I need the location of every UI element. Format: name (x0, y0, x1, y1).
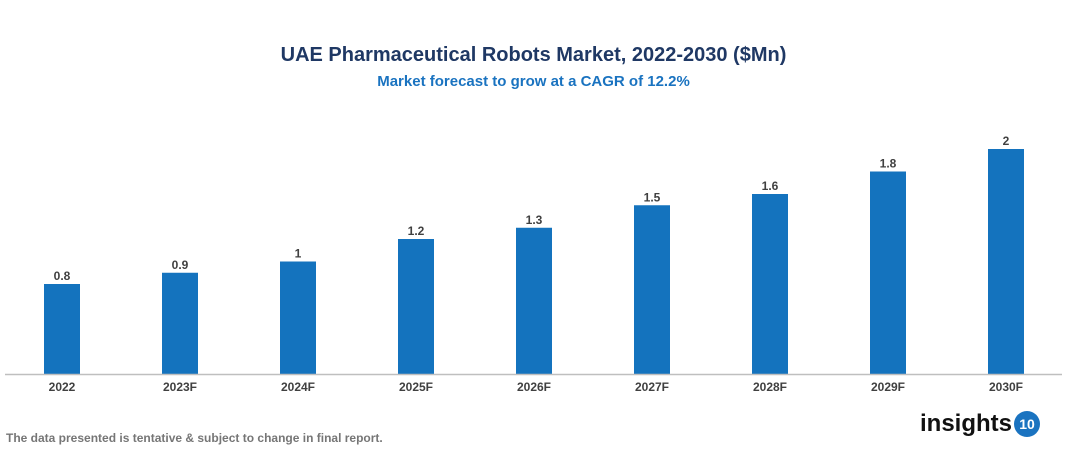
data-label: 0.9 (172, 258, 189, 272)
x-tick-label: 2029F (871, 380, 905, 394)
bar (398, 239, 434, 374)
bar (516, 227, 552, 374)
data-label: 0.8 (54, 269, 71, 283)
data-label: 1.5 (644, 190, 661, 204)
bar (988, 149, 1024, 374)
logo-text: insights (920, 410, 1013, 437)
chart-title: UAE Pharmaceutical Robots Market, 2022-2… (280, 44, 787, 66)
data-label: 1.6 (762, 179, 779, 193)
bar (752, 194, 788, 374)
x-tick-label: 2030F (989, 380, 1023, 394)
bar (162, 272, 198, 374)
data-label: 1.8 (880, 157, 897, 171)
data-label: 2 (1003, 134, 1010, 148)
bar (634, 205, 670, 374)
bar (870, 171, 906, 374)
bar (280, 261, 316, 374)
x-tick-label: 2024F (281, 380, 315, 394)
x-tick-label: 2027F (635, 380, 669, 394)
disclaimer-note: The data presented is tentative & subjec… (6, 431, 383, 445)
data-label: 1.3 (526, 213, 543, 227)
chart-subtitle: Market forecast to grow at a CAGR of 12.… (377, 73, 690, 90)
insights10-logo: insights 10 (920, 410, 1041, 438)
data-label: 1 (295, 247, 302, 261)
logo-number: 10 (1014, 411, 1041, 437)
data-label: 1.2 (408, 224, 425, 238)
x-tick-label: 2025F (399, 380, 433, 394)
x-tick-label: 2028F (753, 380, 787, 394)
x-tick-label: 2022 (49, 380, 76, 394)
x-tick-label: 2026F (517, 380, 551, 394)
bar (44, 284, 80, 374)
x-tick-label: 2023F (163, 380, 197, 394)
